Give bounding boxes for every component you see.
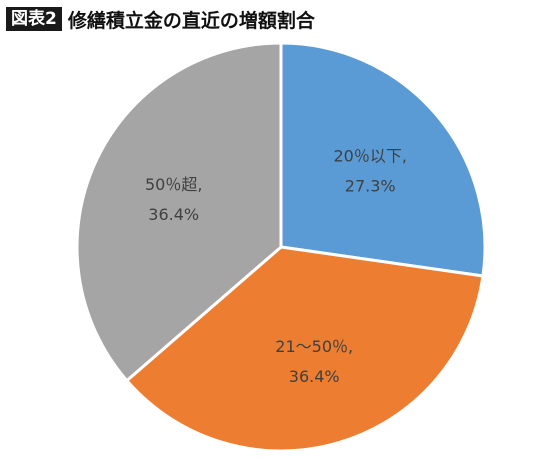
title-bar: 図表2 修繕積立金の直近の増額割合 <box>6 6 315 32</box>
slice-over-50 <box>75 41 283 383</box>
pie-labels: 20％以下, 27.3% 21～50％, 36.4% 50％超, 36.4% <box>145 147 407 387</box>
slice-over-50-value-label: 36.4% <box>148 205 199 224</box>
slice-21-to-50-category-label: 21～50％, <box>275 337 353 356</box>
slice-21-to-50-value-label: 36.4% <box>289 367 340 386</box>
slice-20-or-less <box>279 41 487 278</box>
slice-20-or-less-value-label: 27.3% <box>345 177 396 196</box>
chart-title: 修繕積立金の直近の増額割合 <box>67 9 315 32</box>
slice-20-or-less-category-label: 20％以下, <box>333 147 406 166</box>
slice-21-to-50 <box>125 245 485 453</box>
slice-over-50-category-label: 50％超, <box>145 175 202 194</box>
pie-slices <box>75 41 487 453</box>
figure-badge: 図表2 <box>6 7 62 31</box>
